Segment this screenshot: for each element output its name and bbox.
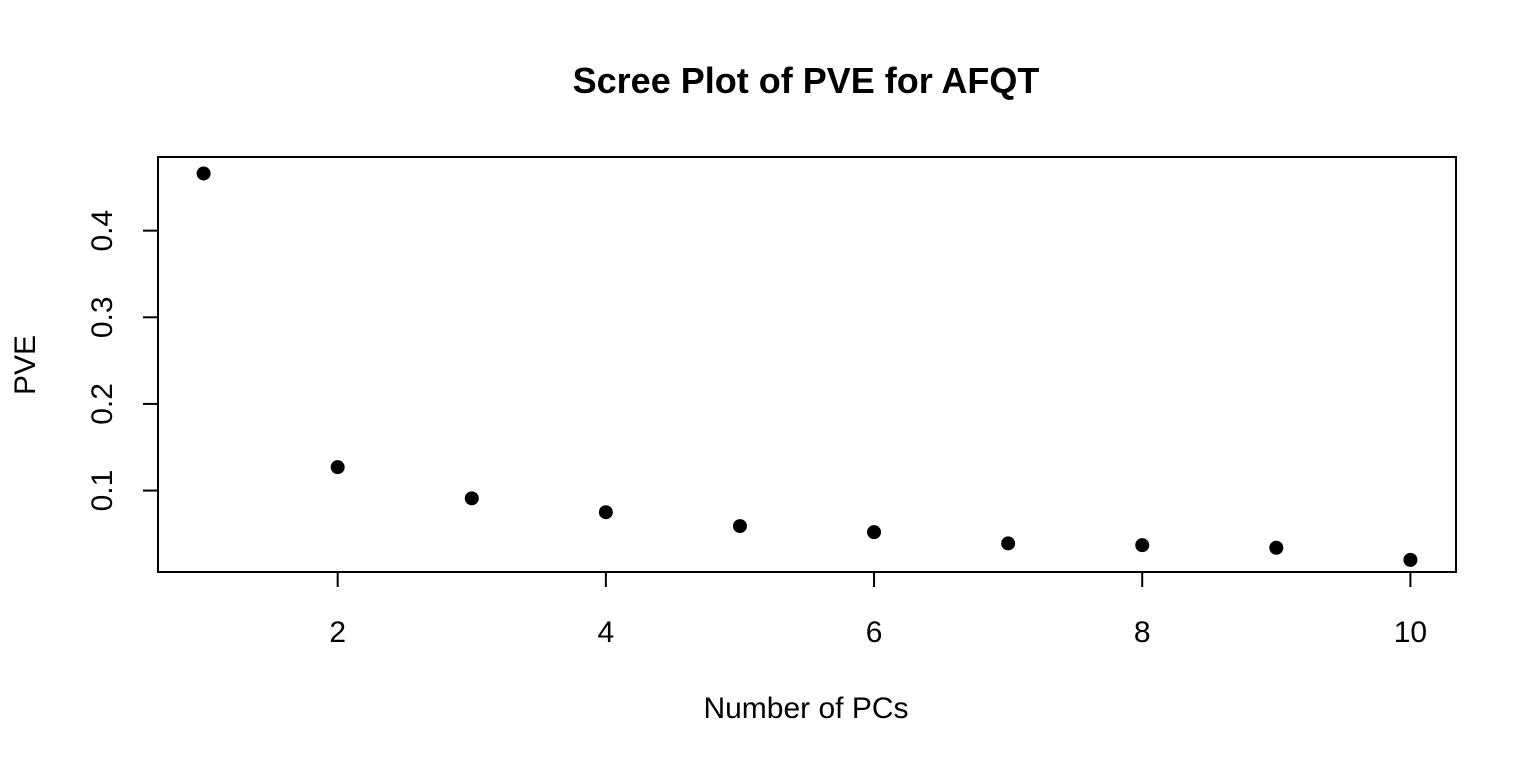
y-tick-label: 0.2 <box>86 383 119 425</box>
x-tick-label: 6 <box>866 616 883 649</box>
x-tick-label: 10 <box>1394 616 1427 649</box>
data-point <box>1403 552 1418 567</box>
plot-frame <box>157 156 1457 573</box>
data-point <box>598 505 613 520</box>
y-tick-label: 0.4 <box>86 210 119 252</box>
data-point <box>867 525 882 540</box>
data-point <box>464 491 479 506</box>
y-axis: 0.1 0.2 0.3 0.4 <box>86 210 158 512</box>
data-point <box>732 519 747 534</box>
x-axis: 2 4 6 8 10 <box>329 572 1427 649</box>
data-point <box>1135 538 1150 553</box>
chart-title: Scree Plot of PVE for AFQT <box>573 60 1040 101</box>
data-point <box>1269 540 1284 555</box>
y-tick-label: 0.3 <box>86 296 119 338</box>
x-axis-label: Number of PCs <box>703 692 908 725</box>
data-point <box>196 166 211 181</box>
data-points <box>196 166 1418 567</box>
y-axis-label: PVE <box>9 335 42 395</box>
data-point <box>330 460 345 475</box>
x-tick-label: 4 <box>598 616 615 649</box>
data-point <box>1001 536 1016 551</box>
x-tick-label: 8 <box>1134 616 1151 649</box>
x-tick-label: 2 <box>329 616 346 649</box>
y-tick-label: 0.1 <box>86 470 119 512</box>
